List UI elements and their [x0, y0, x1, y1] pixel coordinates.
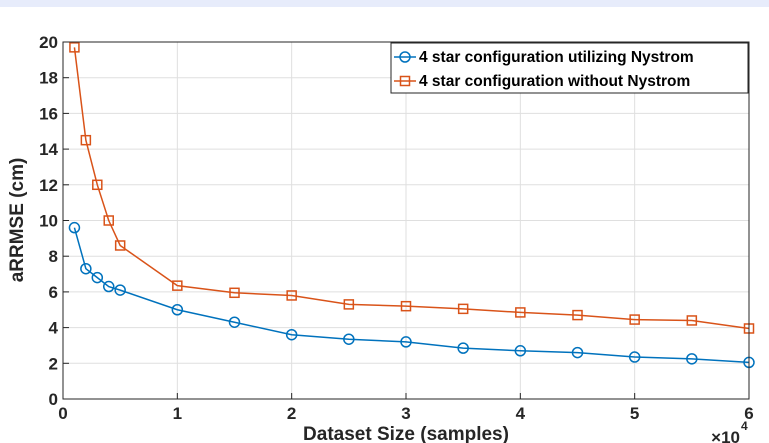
- series-2-point: [286, 290, 297, 301]
- series-2-point: [629, 314, 640, 325]
- x-multiplier-base: ×10: [711, 428, 740, 443]
- y-tick-label: 8: [49, 247, 58, 266]
- x-tick-label: 6: [744, 404, 753, 423]
- series-1-point: [343, 333, 355, 345]
- series-2-point: [229, 287, 240, 299]
- x-multiplier: ×10: [711, 428, 740, 443]
- series-1-point: [68, 221, 81, 234]
- series-2-point: [80, 134, 92, 146]
- series-1-point: [400, 336, 412, 348]
- series-1-point: [80, 262, 92, 275]
- y-tick-label: 2: [49, 354, 58, 373]
- legend: 4 star configuration utilizing Nystrom 4…: [390, 42, 749, 94]
- series-1-point: [628, 351, 641, 363]
- x-multiplier-exponent: 4: [741, 419, 748, 433]
- y-tick-label: 0: [49, 390, 58, 409]
- series-1-point: [514, 345, 527, 357]
- top-band: [0, 0, 769, 7]
- y-tick-label: 6: [49, 283, 58, 302]
- y-tick-label: 18: [39, 69, 58, 88]
- x-axis-label: Dataset Size (samples): [303, 424, 509, 443]
- series-line-2: [73, 47, 750, 330]
- series-line-1: [73, 227, 750, 364]
- y-tick-label: 4: [49, 319, 59, 338]
- series-2-point: [92, 179, 103, 191]
- series-2-point: [69, 42, 80, 53]
- series-2-point: [400, 300, 412, 312]
- x-tick-label: 5: [630, 404, 639, 423]
- series-1-point: [171, 304, 184, 316]
- series-2-point: [686, 315, 698, 326]
- y-tick-label: 16: [39, 104, 58, 123]
- series-1-point: [285, 328, 298, 341]
- x-tick-label: 3: [401, 404, 410, 423]
- series-2-point: [172, 280, 183, 291]
- x-tick-label: 2: [287, 404, 296, 423]
- x-tick-label: 1: [173, 404, 182, 423]
- series-1-point: [228, 316, 241, 328]
- series-2-point: [515, 307, 526, 318]
- y-axis-label: aRRMSE (cm): [7, 158, 28, 283]
- series-2-point: [457, 303, 469, 315]
- series-2-point: [572, 309, 583, 321]
- legend-marker-series-1: [399, 51, 411, 63]
- x-tick-label: 4: [516, 404, 526, 423]
- x-tick-label: 0: [58, 404, 67, 423]
- series-1-point: [571, 346, 584, 359]
- y-tick-label: 12: [39, 176, 58, 195]
- legend-label-series-2: 4 star configuration without Nystrom: [419, 73, 690, 90]
- series-2-point: [343, 299, 355, 310]
- series-1-point: [102, 280, 115, 293]
- legend-label-series-1: 4 star configuration utilizing Nystrom: [419, 49, 694, 66]
- y-tick-label: 14: [39, 140, 58, 159]
- legend-box: [390, 42, 749, 94]
- series-1-point: [91, 271, 104, 284]
- y-tick-label: 10: [39, 212, 58, 231]
- series-2-point: [103, 215, 114, 226]
- y-tick-label: 20: [39, 33, 58, 52]
- series-1-point: [686, 353, 698, 365]
- series-1-point: [457, 342, 469, 354]
- series-2-point: [114, 240, 126, 251]
- series-1-point: [114, 284, 126, 296]
- legend-marker-series-2: [399, 75, 411, 87]
